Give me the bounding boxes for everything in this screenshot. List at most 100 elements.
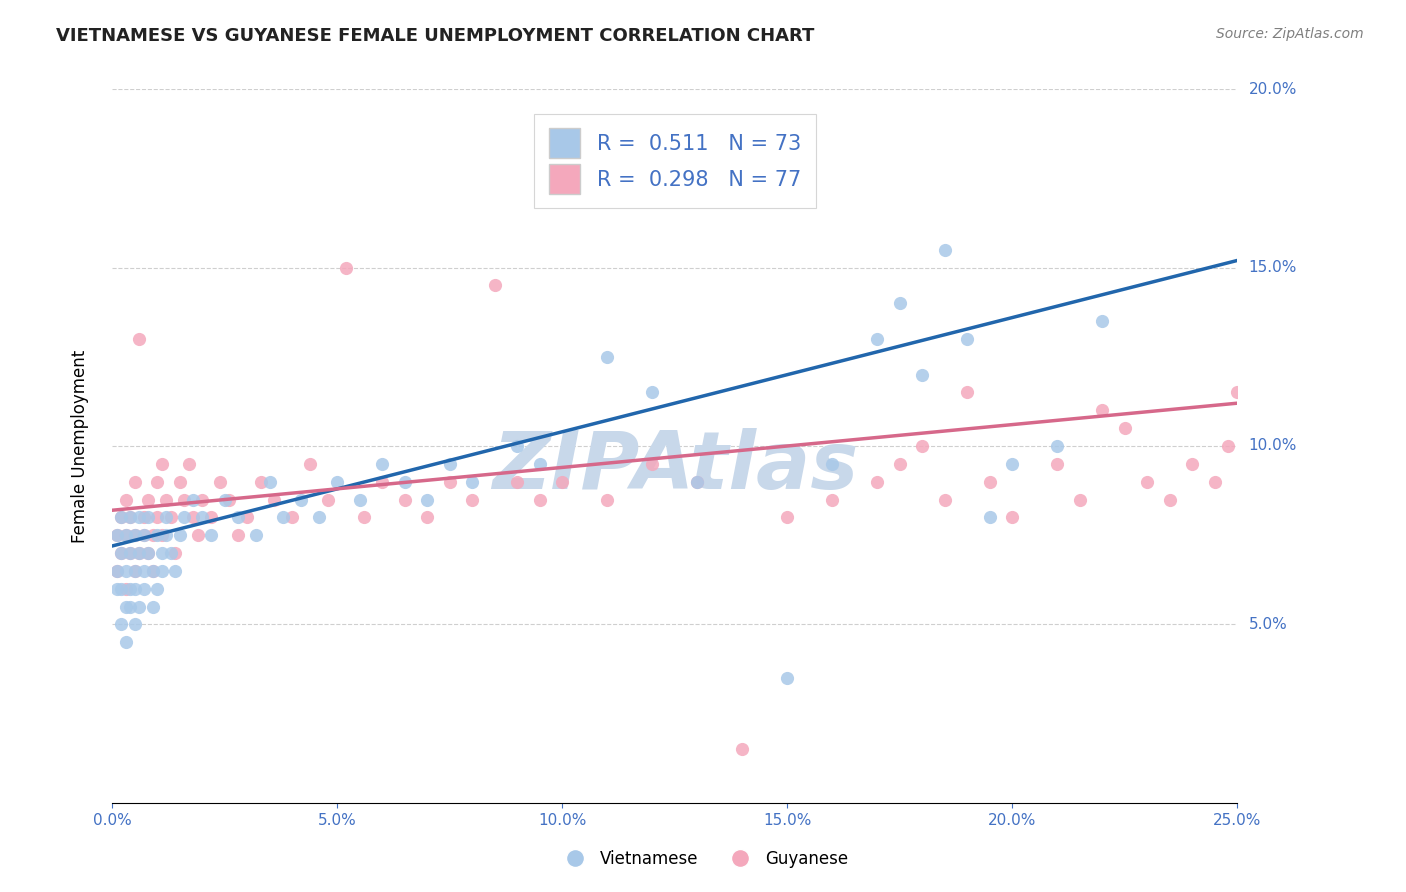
Point bbox=[1046, 457, 1069, 471]
Point bbox=[150, 546, 173, 560]
Point bbox=[551, 171, 574, 186]
Point bbox=[169, 475, 191, 489]
Point bbox=[138, 492, 160, 507]
Point bbox=[1204, 475, 1226, 489]
Point bbox=[326, 475, 349, 489]
Legend: Vietnamese, Guyanese: Vietnamese, Guyanese bbox=[551, 844, 855, 875]
Point bbox=[187, 528, 209, 542]
Point bbox=[115, 582, 138, 596]
Point bbox=[529, 457, 551, 471]
Point bbox=[200, 528, 222, 542]
Point bbox=[1001, 510, 1024, 524]
Point bbox=[155, 510, 177, 524]
Point bbox=[183, 510, 205, 524]
Point bbox=[259, 475, 281, 489]
Point bbox=[142, 564, 165, 578]
Point bbox=[461, 492, 484, 507]
Point bbox=[128, 546, 150, 560]
Point bbox=[506, 439, 529, 453]
Text: Source: ZipAtlas.com: Source: ZipAtlas.com bbox=[1216, 27, 1364, 41]
Point bbox=[142, 599, 165, 614]
Point bbox=[866, 475, 889, 489]
Point bbox=[138, 510, 160, 524]
Point bbox=[120, 599, 142, 614]
Point bbox=[128, 599, 150, 614]
Point bbox=[120, 546, 142, 560]
Point bbox=[110, 546, 132, 560]
Point bbox=[191, 510, 214, 524]
Point bbox=[416, 510, 439, 524]
Point bbox=[349, 492, 371, 507]
Point bbox=[934, 243, 956, 257]
Point bbox=[371, 475, 394, 489]
Legend: R =  0.511   N = 73, R =  0.298   N = 77: R = 0.511 N = 73, R = 0.298 N = 77 bbox=[534, 114, 815, 208]
Point bbox=[273, 510, 295, 524]
Point bbox=[889, 296, 911, 310]
Point bbox=[250, 475, 273, 489]
Point bbox=[209, 475, 232, 489]
Point bbox=[551, 475, 574, 489]
Point bbox=[155, 528, 177, 542]
Point bbox=[394, 475, 416, 489]
Point bbox=[335, 260, 357, 275]
Point bbox=[236, 510, 259, 524]
Point bbox=[228, 528, 250, 542]
Point bbox=[318, 492, 340, 507]
Point bbox=[110, 617, 132, 632]
Point bbox=[1001, 457, 1024, 471]
Point bbox=[120, 582, 142, 596]
Point bbox=[731, 742, 754, 756]
Text: 10.0%: 10.0% bbox=[1249, 439, 1296, 453]
Point bbox=[183, 492, 205, 507]
Point bbox=[1159, 492, 1181, 507]
Point bbox=[686, 475, 709, 489]
Point bbox=[115, 564, 138, 578]
Point bbox=[173, 510, 195, 524]
Point bbox=[353, 510, 375, 524]
Point bbox=[290, 492, 312, 507]
Point bbox=[132, 528, 155, 542]
Point bbox=[138, 546, 160, 560]
Point bbox=[416, 492, 439, 507]
Point bbox=[120, 546, 142, 560]
Point bbox=[686, 475, 709, 489]
Point bbox=[110, 582, 132, 596]
Point bbox=[110, 546, 132, 560]
Point bbox=[124, 528, 146, 542]
Point bbox=[146, 528, 169, 542]
Point bbox=[596, 350, 619, 364]
Point bbox=[105, 564, 128, 578]
Y-axis label: Female Unemployment: Female Unemployment bbox=[70, 350, 89, 542]
Point bbox=[120, 510, 142, 524]
Text: 20.0%: 20.0% bbox=[1249, 82, 1296, 96]
Point bbox=[1218, 439, 1240, 453]
Point bbox=[461, 475, 484, 489]
Point bbox=[979, 510, 1001, 524]
Point bbox=[956, 385, 979, 400]
Point bbox=[132, 528, 155, 542]
Point bbox=[155, 492, 177, 507]
Point bbox=[110, 510, 132, 524]
Point bbox=[105, 564, 128, 578]
Point bbox=[150, 564, 173, 578]
Point bbox=[1091, 403, 1114, 417]
Point bbox=[120, 510, 142, 524]
Point bbox=[214, 492, 236, 507]
Point bbox=[776, 671, 799, 685]
Point bbox=[115, 599, 138, 614]
Point bbox=[105, 528, 128, 542]
Point bbox=[105, 528, 128, 542]
Point bbox=[218, 492, 240, 507]
Point bbox=[1114, 421, 1136, 435]
Point bbox=[132, 564, 155, 578]
Point bbox=[200, 510, 222, 524]
Text: 15.0%: 15.0% bbox=[1249, 260, 1296, 275]
Point bbox=[124, 564, 146, 578]
Point bbox=[1046, 439, 1069, 453]
Point bbox=[911, 439, 934, 453]
Point bbox=[160, 546, 183, 560]
Point bbox=[596, 492, 619, 507]
Point bbox=[263, 492, 285, 507]
Point bbox=[821, 457, 844, 471]
Point bbox=[911, 368, 934, 382]
